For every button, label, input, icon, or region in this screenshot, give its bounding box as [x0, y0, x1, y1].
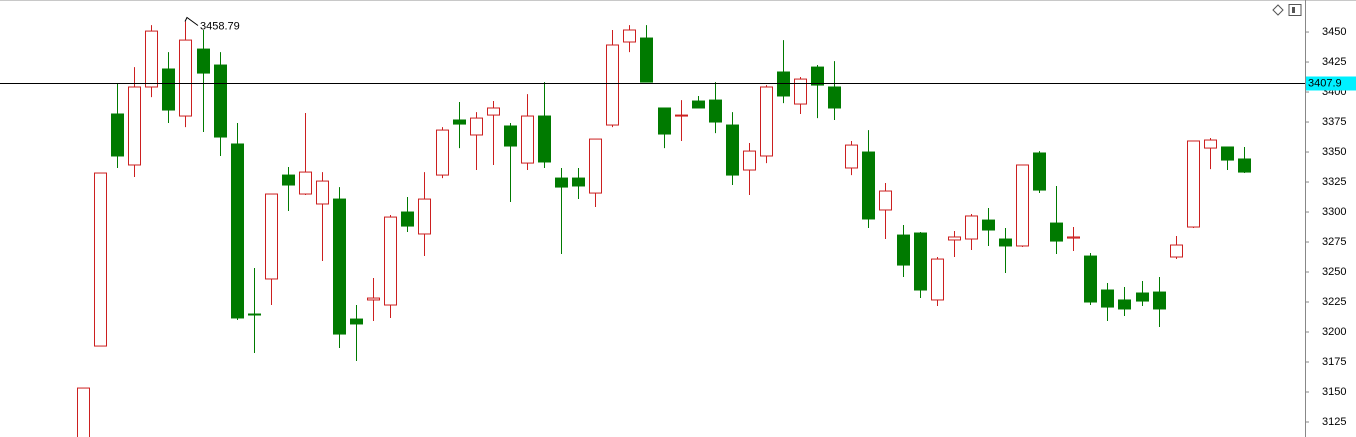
- candle-body: [692, 100, 705, 109]
- candle-body: [658, 107, 671, 135]
- candle-body: [316, 180, 329, 205]
- y-tick-label: 3325: [1322, 176, 1346, 188]
- candle-body: [999, 238, 1012, 247]
- y-tick-label: 3450: [1322, 26, 1346, 38]
- candle-body: [897, 234, 910, 266]
- candle-body: [538, 115, 551, 163]
- y-tick-label: 3275: [1322, 236, 1346, 248]
- high-marker: [184, 16, 199, 26]
- candle-body: [94, 172, 107, 347]
- candle-body: [504, 125, 517, 147]
- candle-body: [1101, 289, 1114, 308]
- candle-body: [401, 211, 414, 227]
- last-price-tag: [1306, 76, 1356, 91]
- candle-body: [640, 37, 653, 83]
- candle-body: [1084, 255, 1097, 303]
- candle-body: [145, 30, 158, 88]
- candle-body: [453, 119, 466, 125]
- candle-body: [470, 117, 483, 136]
- candle-body: [248, 313, 261, 316]
- candle-body: [1118, 299, 1131, 310]
- candle-body: [1238, 158, 1251, 173]
- candle-body: [589, 138, 602, 194]
- candle-body: [1067, 236, 1080, 239]
- y-tick-label: 3375: [1322, 116, 1346, 128]
- candle-body: [743, 150, 756, 171]
- candle-body: [965, 215, 978, 240]
- y-tick-label: 3250: [1322, 266, 1346, 278]
- candle-body: [572, 177, 585, 187]
- candle-body: [265, 193, 278, 280]
- y-tick-label: 3125: [1322, 416, 1346, 428]
- candle-body: [282, 174, 295, 186]
- candle-body: [828, 86, 841, 109]
- candle-body: [1170, 244, 1183, 258]
- candle-body: [623, 29, 636, 43]
- candle-body: [231, 143, 244, 319]
- candle-body: [555, 177, 568, 188]
- candle-body: [931, 258, 944, 301]
- candle-body: [879, 190, 892, 211]
- candle-body: [77, 387, 90, 437]
- candle-body: [726, 124, 739, 176]
- y-tick-label: 3425: [1322, 56, 1346, 68]
- candle-body: [709, 99, 722, 123]
- y-tick-label: 3300: [1322, 206, 1346, 218]
- candle-body: [606, 44, 619, 126]
- y-tick-label: 3200: [1322, 326, 1346, 338]
- candle-body: [179, 39, 192, 117]
- candle-body: [162, 68, 175, 111]
- candle-body: [333, 198, 346, 335]
- candle-body: [845, 144, 858, 169]
- candle-body: [1153, 291, 1166, 310]
- candle-body: [1221, 146, 1234, 161]
- candle-body: [436, 129, 449, 176]
- diamond-icon[interactable]: [1272, 4, 1284, 16]
- candle-body: [1187, 140, 1200, 228]
- candle-body: [418, 198, 431, 235]
- candle-body: [794, 78, 807, 105]
- candle-body: [948, 236, 961, 241]
- candle-body: [862, 151, 875, 220]
- y-tick-label: 3225: [1322, 296, 1346, 308]
- candle-body: [214, 64, 227, 138]
- candle-body: [982, 219, 995, 231]
- candle-body: [487, 107, 500, 116]
- candle-body: [1016, 164, 1029, 247]
- candle-body: [1033, 152, 1046, 191]
- high-label: 3458.79: [200, 20, 240, 32]
- candle-body: [1136, 292, 1149, 302]
- candle-body: [384, 216, 397, 306]
- candle-body: [1050, 222, 1063, 242]
- y-tick-label: 3350: [1322, 146, 1346, 158]
- candle-body: [299, 171, 312, 195]
- y-tick-label: 3150: [1322, 386, 1346, 398]
- candle-body: [675, 114, 688, 117]
- candle-body: [111, 113, 124, 157]
- candle-body: [350, 318, 363, 325]
- candle-body: [197, 48, 210, 74]
- candle-body: [128, 86, 141, 166]
- candle-body: [811, 66, 824, 86]
- candle-body: [914, 232, 927, 291]
- candle-body: [367, 297, 380, 301]
- candle-body: [760, 86, 773, 157]
- candle-body: [1204, 139, 1217, 149]
- last-price-label: 3407.9: [1308, 77, 1342, 89]
- candle-body: [521, 115, 534, 164]
- y-tick-label: 3175: [1322, 356, 1346, 368]
- panel-icon-bar: [1292, 7, 1295, 13]
